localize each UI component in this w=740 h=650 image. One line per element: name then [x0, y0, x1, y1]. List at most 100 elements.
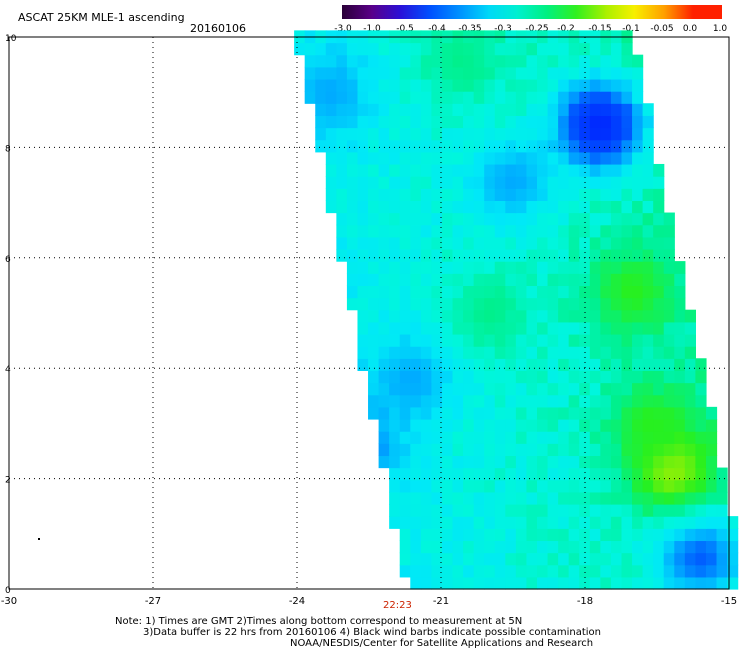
swath-cell	[568, 115, 580, 129]
swath-cell	[547, 103, 559, 116]
swath-cell	[463, 42, 475, 56]
swath-cell	[463, 273, 475, 286]
swath-cell	[389, 91, 401, 104]
swath-cell	[463, 151, 475, 165]
swath-cell	[378, 248, 390, 262]
swath-cell	[494, 321, 506, 335]
swath-cell	[368, 261, 380, 274]
swath-cell	[515, 78, 528, 92]
swath-cell	[484, 115, 496, 129]
swath-cell	[378, 297, 390, 311]
swath-cell	[452, 503, 464, 517]
swath-cell	[526, 455, 538, 469]
swath-cell	[674, 467, 686, 481]
swath-cell	[315, 66, 327, 80]
swath-cell	[484, 358, 496, 372]
swath-cell	[431, 127, 443, 141]
swath-cell	[610, 479, 623, 493]
swath-cell	[632, 127, 644, 141]
swath-cell	[558, 103, 570, 116]
swath-cell	[621, 406, 633, 420]
swath-cell	[579, 564, 591, 578]
swath-cell	[600, 200, 612, 214]
swath-cell	[621, 297, 633, 311]
swath-cell	[674, 503, 686, 517]
swath-cell	[441, 431, 454, 444]
swath-cell	[389, 455, 401, 469]
swath-cell	[558, 576, 570, 590]
colorbar-tick-label: -0.1	[622, 24, 640, 34]
swath-cell	[368, 212, 380, 226]
swath-cell	[526, 382, 538, 396]
swath-cell	[674, 261, 686, 274]
swath-cell	[484, 370, 496, 384]
swath-cell	[600, 540, 612, 554]
swath-cell	[727, 528, 739, 542]
swath-cell	[484, 212, 496, 226]
swath-cell	[484, 528, 496, 542]
swath-cell	[389, 66, 401, 80]
swath-cell	[674, 528, 686, 542]
colorbar-segment	[371, 5, 401, 19]
swath-cell	[558, 370, 570, 384]
swath-cell	[526, 358, 538, 372]
swath-cell	[610, 139, 623, 153]
swath-cell	[568, 200, 580, 214]
swath-cell	[632, 91, 644, 104]
swath-cell	[632, 382, 644, 396]
swath-cell	[368, 321, 380, 335]
swath-cell	[399, 540, 411, 554]
swath-cell	[558, 455, 570, 469]
swath-cell	[505, 236, 517, 250]
swath-cell	[547, 528, 559, 542]
swath-cell	[505, 333, 517, 347]
swath-cell	[494, 188, 506, 201]
swath-cell	[378, 370, 390, 384]
swath-cell	[610, 248, 623, 262]
swath-cell	[621, 115, 633, 129]
swath-cell	[610, 321, 623, 335]
swath-cell	[653, 333, 665, 347]
x-tick-label: -24	[289, 596, 305, 607]
swath-cell	[515, 42, 528, 56]
swath-cell	[410, 151, 422, 165]
swath-cell	[537, 151, 549, 165]
swath-cell	[452, 115, 464, 129]
swath-cell	[558, 491, 570, 505]
swath-cell	[558, 467, 570, 481]
swath-cell	[420, 188, 432, 201]
swath-cell	[420, 418, 432, 432]
swath-cell	[336, 66, 348, 80]
swath-cell	[473, 528, 485, 542]
swath-cell	[336, 176, 348, 189]
swath-cell	[389, 309, 401, 323]
swath-cell	[558, 431, 570, 444]
swath-cell	[568, 151, 580, 165]
swath-cell	[589, 503, 601, 517]
swath-cell	[410, 200, 422, 214]
swath-cell	[505, 78, 517, 92]
x-tick-label: -18	[577, 596, 593, 607]
swath-cell	[484, 285, 496, 299]
swath-cell	[389, 479, 401, 493]
colorbar-tick-label: -0.3	[494, 24, 512, 34]
swath-cell	[610, 516, 623, 529]
swath-cell	[410, 91, 422, 104]
swath-cell	[621, 346, 633, 359]
swath-cell	[674, 479, 686, 493]
swath-cell	[389, 370, 401, 384]
swath-cell	[378, 200, 390, 214]
swath-cell	[600, 103, 612, 116]
swath-cell	[632, 394, 644, 408]
swath-cell	[579, 455, 591, 469]
swath-cell	[600, 297, 612, 311]
swath-cell	[410, 42, 422, 56]
swath-cell	[399, 66, 411, 80]
swath-cell	[547, 248, 559, 262]
swath-cell	[621, 236, 633, 250]
swath-cell	[420, 139, 432, 153]
swath-cell	[589, 78, 601, 92]
swath-cell	[684, 406, 696, 420]
swath-cell	[695, 370, 707, 384]
swath-cell	[484, 297, 496, 311]
